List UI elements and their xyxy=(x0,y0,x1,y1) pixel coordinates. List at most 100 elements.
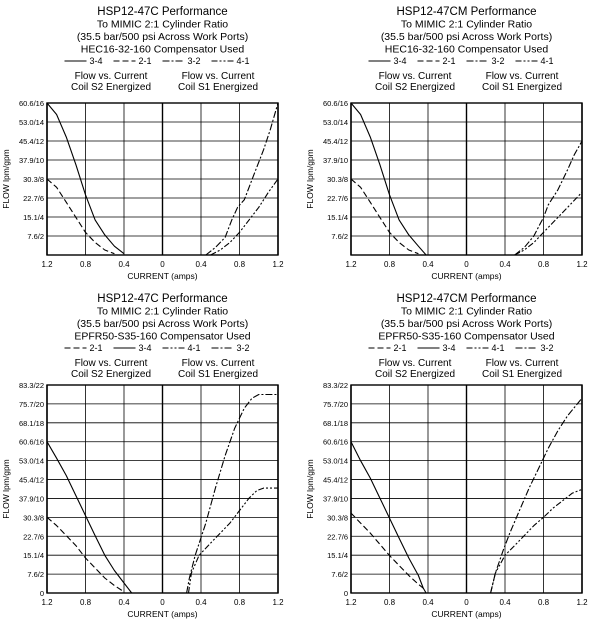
x-tick-label: 0.4 xyxy=(118,260,130,269)
series-line-3-4 xyxy=(350,102,427,256)
y-tick-label: 53.0/14 xyxy=(19,118,44,127)
series-line-3-2 xyxy=(186,393,278,594)
chart-title-line: To MIMIC 2:1 Cylinder Ratio xyxy=(401,306,532,318)
legend-label: 4-1 xyxy=(237,56,250,66)
right-panel-label: Coil S1 Energized xyxy=(482,369,562,380)
left-panel-label: Flow vs. Current xyxy=(379,71,452,82)
y-tick-label: 22.7/6 xyxy=(327,532,348,541)
y-tick-label: 30.3/8 xyxy=(23,175,44,184)
legend-label: 3-4 xyxy=(394,56,407,66)
y-tick-label: 7.6/2 xyxy=(27,232,44,241)
y-tick-label: 45.4/12 xyxy=(19,476,44,485)
x-tick-label: 0 xyxy=(464,260,469,269)
plot-frame xyxy=(350,384,583,594)
y-tick-label: 53.0/14 xyxy=(323,457,348,466)
series-line-3-2 xyxy=(205,102,279,256)
series-line-3-4 xyxy=(350,441,427,594)
y-tick-label: 30.3/8 xyxy=(23,513,44,522)
x-tick-label: 0.4 xyxy=(195,598,207,607)
left-panel-label: Flow vs. Current xyxy=(379,358,452,369)
chart-title-line: (35.5 bar/500 psi Across Work Ports) xyxy=(381,318,552,330)
left-panel-label: Coil S2 Energized xyxy=(375,369,455,380)
y-tick-label: 53.0/14 xyxy=(19,457,44,466)
legend-label: 3-4 xyxy=(443,343,456,353)
left-panel-label: Flow vs. Current xyxy=(75,71,148,82)
y-tick-label: 45.4/12 xyxy=(19,137,44,146)
chart-title-line: EPFR50-S35-160 Compensator Used xyxy=(378,331,554,343)
x-tick-label: 0.4 xyxy=(499,260,511,269)
chart-title-line: HSP12-47CM Performance xyxy=(397,293,537,305)
y-tick-label: 60.6/16 xyxy=(19,438,44,447)
chart-title-line: (35.5 bar/500 psi Across Work Ports) xyxy=(77,318,248,330)
chart-title-line: To MIMIC 2:1 Cylinder Ratio xyxy=(401,19,532,31)
y-tick-label: 83.3/22 xyxy=(19,381,44,390)
y-tick-label: 15.1/4 xyxy=(327,213,348,222)
legend-label: 4-1 xyxy=(492,343,505,353)
y-tick-label: 60.6/16 xyxy=(19,99,44,108)
plot-frame xyxy=(46,384,279,594)
left-panel-label: Coil S2 Energized xyxy=(71,369,151,380)
legend-label: 4-1 xyxy=(541,56,554,66)
y-tick-label: 60.6/16 xyxy=(323,99,348,108)
x-tick-label: 1.2 xyxy=(576,260,588,269)
x-tick-label: 1.2 xyxy=(41,598,53,607)
left-panel-label: Coil S2 Energized xyxy=(71,82,151,93)
chart-title-line: HSP12-47CM Performance xyxy=(397,6,537,18)
y-axis-title: FLOW lpm/gpm xyxy=(1,459,11,519)
x-axis-title: CURRENT (amps) xyxy=(431,609,501,619)
y-tick-label: 30.3/8 xyxy=(327,513,348,522)
series-line-3-4 xyxy=(46,441,133,594)
x-tick-label: 0.8 xyxy=(538,598,550,607)
legend-label: 3-2 xyxy=(237,343,250,353)
y-tick-label: 7.6/2 xyxy=(331,232,348,241)
legend-label: 3-4 xyxy=(139,343,152,353)
x-axis-title: CURRENT (amps) xyxy=(127,609,197,619)
legend-label: 3-2 xyxy=(492,56,505,66)
legend-label: 2-1 xyxy=(90,343,103,353)
y-tick-label: 60.6/16 xyxy=(323,438,348,447)
chart-title-line: To MIMIC 2:1 Cylinder Ratio xyxy=(97,306,228,318)
y-tick-label: 15.1/4 xyxy=(23,213,44,222)
y-tick-label: 0 xyxy=(40,589,44,598)
left-panel-label: Flow vs. Current xyxy=(75,358,148,369)
y-tick-label: 7.6/2 xyxy=(27,570,44,579)
y-tick-label: 45.4/12 xyxy=(323,476,348,485)
chart-title-line: HEC16-32-160 Compensator Used xyxy=(81,44,245,56)
x-tick-label: 0.8 xyxy=(538,260,550,269)
x-tick-label: 0.8 xyxy=(384,598,396,607)
x-tick-label: 1.2 xyxy=(576,598,588,607)
y-tick-label: 15.1/4 xyxy=(327,551,348,560)
x-tick-label: 0.8 xyxy=(234,260,246,269)
chart-title-line: HEC16-32-160 Compensator Used xyxy=(385,44,549,56)
series-line-2-1 xyxy=(46,516,125,593)
legend-label: 2-1 xyxy=(394,343,407,353)
y-axis-title: FLOW lpm/gpm xyxy=(305,459,315,519)
legend-label: 2-1 xyxy=(443,56,456,66)
legend-label: 2-1 xyxy=(139,56,152,66)
series-line-2-1 xyxy=(46,178,115,255)
series-line-4-1 xyxy=(210,178,279,256)
y-tick-label: 37.9/10 xyxy=(19,156,44,165)
y-axis-title: FLOW lpm/gpm xyxy=(305,149,315,209)
y-tick-label: 83.3/22 xyxy=(323,381,348,390)
y-tick-label: 37.9/10 xyxy=(19,494,44,503)
y-tick-label: 68.1/18 xyxy=(323,419,348,428)
y-tick-label: 22.7/6 xyxy=(327,194,348,203)
series-line-3-2 xyxy=(514,140,583,256)
chart-title-line: (35.5 bar/500 psi Across Work Ports) xyxy=(77,31,248,43)
chart-title-line: EPFR50-S35-160 Compensator Used xyxy=(74,331,250,343)
legend-label: 3-2 xyxy=(188,56,201,66)
y-axis-title: FLOW lpm/gpm xyxy=(1,149,11,209)
y-tick-label: 68.1/18 xyxy=(19,419,44,428)
right-panel-label: Flow vs. Current xyxy=(182,358,255,369)
x-tick-label: 0 xyxy=(160,260,165,269)
left-panel-label: Coil S2 Energized xyxy=(375,82,455,93)
x-tick-label: 0.4 xyxy=(422,598,434,607)
y-tick-label: 7.6/2 xyxy=(331,570,348,579)
right-panel-label: Flow vs. Current xyxy=(486,358,559,369)
y-tick-label: 37.9/10 xyxy=(323,156,348,165)
y-tick-label: 15.1/4 xyxy=(23,551,44,560)
